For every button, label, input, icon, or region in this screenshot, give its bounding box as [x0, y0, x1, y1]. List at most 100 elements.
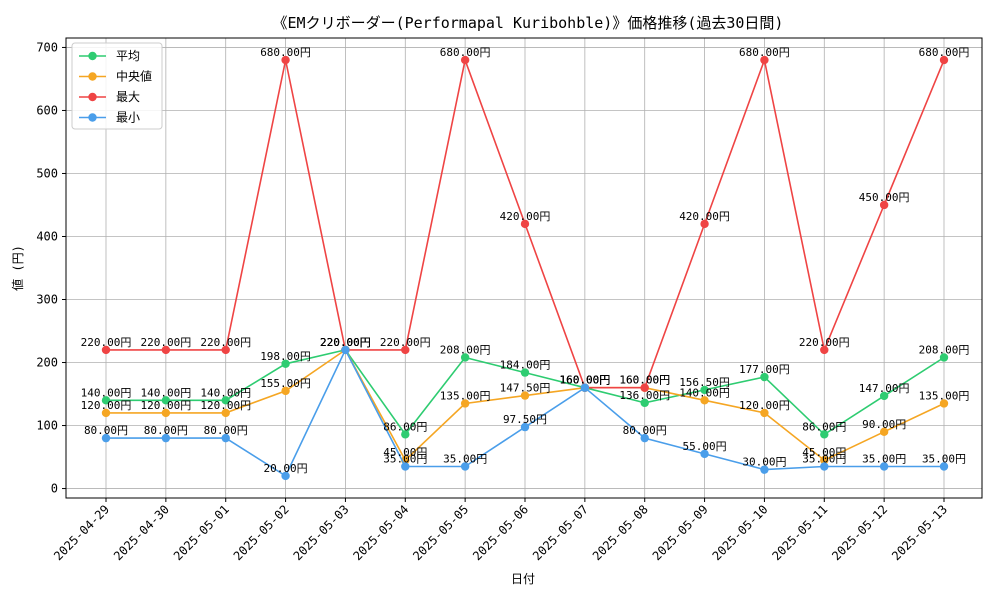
data-label: 220.00円: [320, 336, 371, 349]
legend-label: 最大: [116, 90, 140, 104]
data-label: 80.00円: [204, 424, 248, 437]
x-axis-ticks: 2025-04-292025-04-302025-05-012025-05-02…: [51, 498, 950, 563]
data-label: 208.00円: [919, 343, 970, 356]
data-label: 160.00円: [559, 374, 610, 387]
data-label: 160.00円: [619, 374, 670, 387]
y-tick-label: 300: [36, 293, 58, 307]
data-label: 20.00円: [264, 462, 308, 475]
data-point: [820, 455, 829, 465]
data-point: [101, 396, 111, 405]
data-point: [460, 55, 470, 65]
data-point: [101, 408, 111, 418]
data-point: [101, 345, 111, 355]
data-label: 160.00円: [619, 374, 670, 387]
data-label: 97.50円: [503, 413, 547, 426]
data-label: 198.00円: [260, 350, 311, 363]
data-point: [161, 433, 171, 443]
x-tick-label: 2025-05-09: [650, 502, 711, 563]
data-point: [221, 433, 230, 443]
data-label: 420.00円: [500, 210, 551, 223]
data-point: [700, 219, 709, 229]
data-point: [281, 359, 290, 368]
x-tick-label: 2025-05-07: [530, 502, 591, 563]
data-point: [460, 353, 470, 362]
x-tick-label: 2025-05-01: [171, 502, 232, 563]
data-point: [700, 385, 709, 395]
data-point: [161, 345, 171, 355]
data-point: [401, 462, 410, 471]
data-label: 35.00円: [443, 452, 487, 465]
data-label: 220.00円: [320, 336, 371, 349]
data-point: [520, 219, 530, 229]
data-label: 220.00円: [320, 336, 371, 349]
data-label: 220.00円: [200, 336, 251, 349]
data-point: [760, 372, 769, 382]
data-label: 86.00円: [802, 420, 846, 433]
data-label: 680.00円: [260, 46, 311, 59]
x-tick-label: 2025-05-03: [291, 502, 352, 563]
data-point: [161, 408, 171, 418]
data-point: [879, 462, 889, 471]
data-label: 120.00円: [140, 399, 191, 412]
data-point: [879, 200, 889, 210]
data-point: [820, 462, 829, 471]
data-label: 90.00円: [862, 418, 906, 431]
y-axis-ticks: 0 100 200 300 400 500 600 700: [36, 40, 66, 496]
y-tick-label: 100: [36, 419, 58, 433]
plot-frame: [65, 37, 983, 499]
data-point: [760, 465, 769, 474]
y-tick-label: 200: [36, 356, 58, 370]
data-label: 147.50円: [500, 382, 551, 395]
legend-label: 平均: [116, 49, 140, 63]
data-point: [101, 433, 111, 443]
legend-swatch-marker: [88, 72, 97, 81]
data-label: 220.00円: [140, 336, 191, 349]
x-tick-label: 2025-05-08: [590, 502, 651, 563]
x-tick-label: 2025-05-10: [710, 502, 771, 563]
data-point: [640, 433, 649, 443]
data-label: 140.00円: [679, 386, 730, 399]
data-point: [820, 345, 829, 355]
data-label: 680.00円: [919, 46, 970, 59]
data-label: 220.00円: [380, 336, 431, 349]
legend-label: 最小: [116, 111, 140, 125]
legend-swatch-marker: [88, 92, 97, 102]
x-tick-label: 2025-04-29: [51, 502, 112, 563]
data-label: 420.00円: [679, 210, 730, 223]
data-point: [520, 391, 530, 400]
data-label: 136.00円: [619, 389, 670, 402]
data-point: [640, 398, 649, 408]
data-label: 680.00円: [739, 46, 790, 59]
data-label: 140.00円: [81, 386, 132, 399]
data-point: [580, 383, 590, 392]
y-tick-label: 700: [36, 40, 58, 54]
data-point: [460, 462, 470, 471]
data-label: 80.00円: [144, 424, 188, 437]
data-label: 35.00円: [802, 452, 846, 465]
data-label: 86.00円: [383, 420, 427, 433]
data-label: 160.00円: [559, 374, 610, 387]
data-label: 177.00円: [739, 363, 790, 376]
data-label: 35.00円: [862, 452, 906, 465]
data-point: [760, 408, 769, 418]
y-tick-label: 500: [36, 166, 58, 180]
data-label: 80.00円: [84, 424, 128, 437]
data-labels: 140.00円 140.00円 140.00円 198.00円 220.00円 86.00…: [81, 46, 970, 475]
data-label: 120.00円: [739, 399, 790, 412]
data-point: [760, 55, 769, 65]
data-label: 450.00円: [859, 191, 910, 204]
x-tick-label: 2025-05-06: [470, 502, 531, 563]
data-label: 30.00円: [742, 456, 786, 469]
data-point: [221, 345, 230, 355]
x-tick-label: 2025-05-12: [829, 502, 890, 563]
data-label: 220.00円: [320, 336, 371, 349]
x-axis-label: 日付: [511, 572, 535, 586]
chart-title: 《EMクリボーダー(Performapal Kuribohble)》価格推移(過…: [273, 14, 784, 32]
data-label: 208.00円: [440, 343, 491, 356]
data-label: 45.00円: [802, 446, 846, 459]
data-label: 147.00円: [859, 382, 910, 395]
data-point: [281, 386, 290, 396]
legend-swatch-marker: [88, 113, 97, 122]
